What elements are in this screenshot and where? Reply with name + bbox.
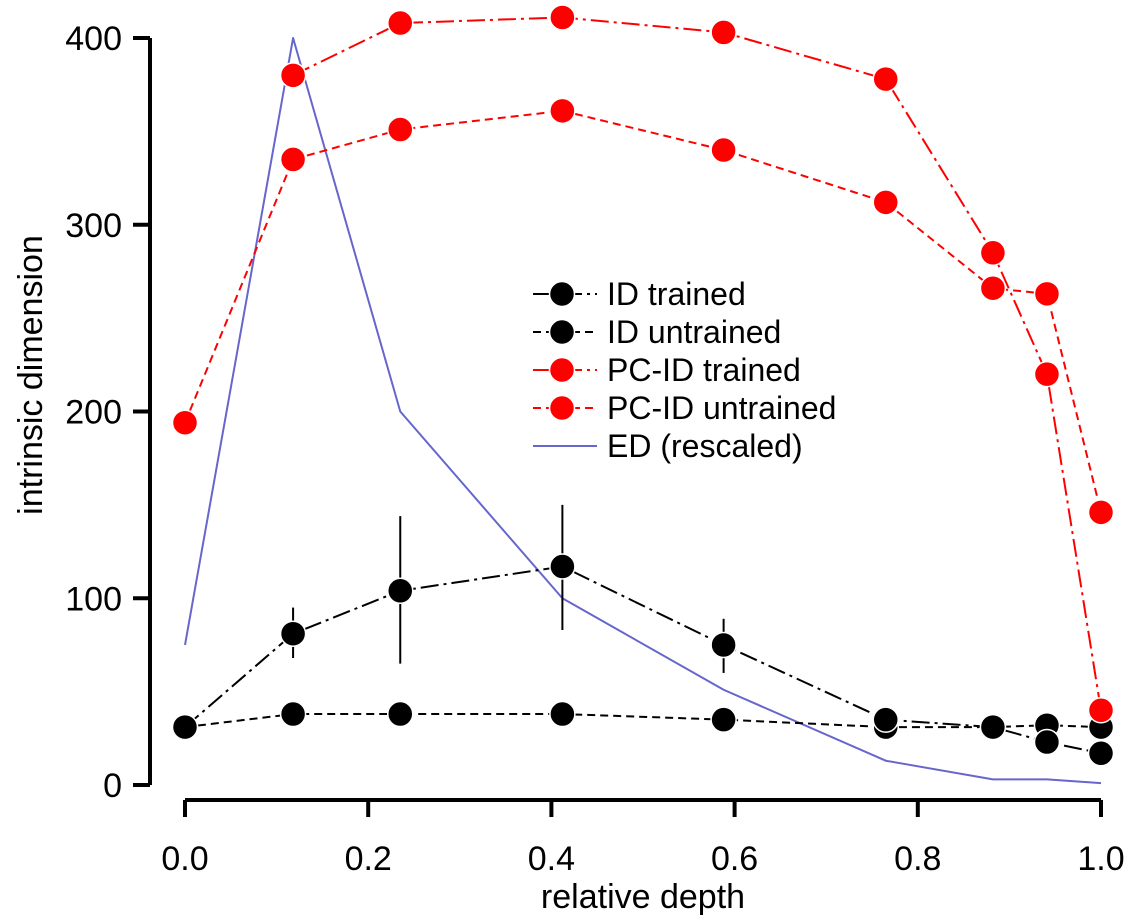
data-point	[549, 553, 576, 580]
data-point	[549, 700, 576, 728]
y-tick-label: 300	[65, 207, 122, 245]
data-point	[387, 9, 414, 37]
data-point	[710, 631, 737, 659]
x-tick-label: 0.8	[894, 840, 941, 878]
x-axis-title: relative depth	[541, 878, 745, 916]
data-point	[171, 409, 199, 436]
data-point	[872, 706, 899, 733]
y-tick-label: 200	[65, 394, 122, 432]
legend-swatch-marker	[548, 394, 576, 422]
x-tick-label: 0.2	[345, 840, 392, 878]
data-point	[549, 97, 576, 125]
legend-label: PC-ID untrained	[607, 390, 836, 426]
data-point	[710, 706, 737, 733]
data-point	[387, 700, 414, 728]
data-point	[1033, 728, 1061, 756]
data-point	[979, 274, 1007, 302]
y-tick-label: 0	[103, 767, 122, 805]
data-point	[171, 713, 199, 741]
y-axis: 0 100 200 300 400	[65, 20, 152, 805]
series-line	[184, 713, 1102, 729]
data-point	[387, 577, 414, 605]
x-tick-label: 0.4	[528, 840, 575, 878]
data-point	[1087, 740, 1115, 767]
data-point	[1033, 280, 1061, 308]
y-axis-title: intrinsic dimension	[12, 235, 50, 515]
data-point	[872, 189, 899, 216]
data-point	[1087, 697, 1115, 724]
series-id-untrained	[171, 700, 1115, 741]
legend-swatch-marker	[548, 280, 576, 308]
legend-swatch-marker	[548, 318, 576, 346]
series-line	[184, 37, 1102, 785]
series-ed-rescaled	[184, 37, 1102, 785]
plot-area	[171, 4, 1115, 785]
data-point	[979, 713, 1007, 741]
data-point	[279, 700, 307, 728]
legend-label: ID trained	[607, 276, 746, 312]
legend-label: ED (rescaled)	[607, 428, 803, 464]
x-tick-label: 0.6	[711, 840, 758, 878]
legend-item-pc-id-trained: PC-ID trained	[533, 352, 801, 388]
series-pc-id-untrained	[171, 97, 1115, 526]
x-tick-label: 1.0	[1077, 840, 1124, 878]
series-line	[184, 565, 1102, 755]
x-axis: 0.0 0.2 0.4 0.6 0.8 1.0	[161, 798, 1125, 878]
series-line	[292, 16, 1102, 711]
series-id-trained	[171, 504, 1115, 767]
data-point	[279, 146, 307, 173]
data-point	[279, 620, 307, 647]
y-tick-label: 400	[65, 20, 122, 58]
legend-label: ID untrained	[607, 314, 781, 350]
legend-label: PC-ID trained	[607, 352, 801, 388]
legend-item-id-untrained: ID untrained	[533, 314, 781, 350]
series-pc-id-trained	[279, 4, 1115, 724]
data-point	[279, 62, 307, 89]
data-point	[710, 136, 737, 164]
data-point	[979, 239, 1007, 267]
series-line	[184, 109, 1102, 513]
data-point	[710, 19, 737, 46]
data-point	[1033, 360, 1061, 388]
legend-item-ed-rescaled: ED (rescaled)	[533, 428, 803, 464]
y-tick-label: 100	[65, 580, 122, 618]
x-tick-label: 0.0	[161, 840, 208, 878]
data-point	[1087, 499, 1115, 526]
legend-swatch-marker	[548, 356, 576, 384]
data-point	[387, 116, 414, 143]
legend-item-pc-id-untrained: PC-ID untrained	[533, 390, 836, 426]
data-point	[549, 4, 576, 31]
legend-item-id-trained: ID trained	[533, 276, 746, 312]
data-point	[872, 65, 899, 93]
